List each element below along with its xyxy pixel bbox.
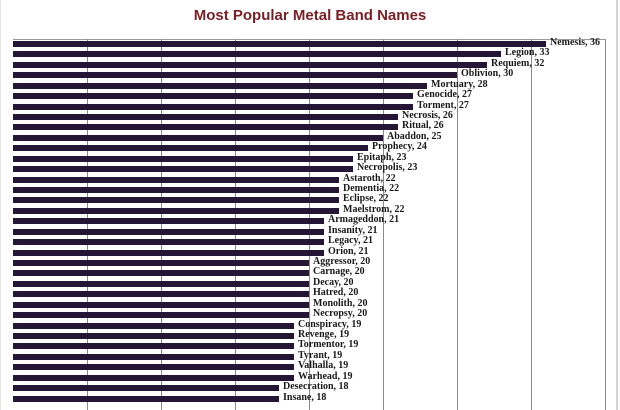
data-label: Orion, 21 [328, 245, 369, 257]
bar [13, 228, 324, 235]
bar [13, 187, 339, 194]
bar [13, 41, 546, 47]
data-label: Legacy, 21 [328, 235, 373, 247]
bar [13, 114, 398, 120]
data-label: Desecration, 18 [283, 381, 349, 393]
bar [13, 280, 309, 287]
data-label: Mortuary, 28 [431, 78, 488, 90]
bar [13, 155, 353, 162]
bar [13, 322, 294, 329]
data-label: Necrosis, 26 [402, 110, 453, 121]
plot-area: Nemesis, 36 Legion, 33 Requiem, 32 Oblivion… [13, 37, 606, 410]
bar [13, 218, 324, 225]
data-label: Valhalla, 19 [298, 360, 349, 372]
data-label: Astaroth, 22 [343, 172, 396, 184]
data-label: Decay, 20 [313, 276, 354, 288]
bar [13, 93, 413, 100]
data-label: Maelstrom, 22 [343, 203, 405, 215]
bar [13, 103, 413, 110]
bar [13, 72, 457, 79]
data-label: Tyrant, 19 [298, 349, 343, 361]
gridline [235, 39, 236, 410]
data-label: Epitaph, 23 [357, 151, 407, 163]
data-label: Genocide, 27 [417, 89, 472, 101]
bar [13, 207, 339, 214]
gridline [457, 39, 458, 410]
chart-title: Most Popular Metal Band Names [193, 7, 427, 24]
data-label: Prophecy, 24 [372, 141, 427, 153]
data-label: Necropolis, 23 [357, 162, 418, 174]
bar [13, 82, 427, 89]
gridline [605, 39, 606, 410]
gridline [161, 39, 162, 410]
data-label: Carnage, 20 [313, 266, 365, 278]
bar [13, 249, 324, 256]
data-label: Requiem, 32 [491, 57, 545, 69]
gridline [87, 39, 88, 410]
data-label: Revenge, 19 [298, 329, 350, 341]
bar [13, 260, 309, 267]
data-label: Torment, 27 [417, 99, 469, 111]
bar [13, 134, 383, 141]
gridline [383, 39, 384, 410]
data-label: Abaddon, 25 [387, 130, 442, 142]
bar [13, 176, 339, 183]
bar [13, 395, 279, 402]
data-label: Dementia, 22 [343, 183, 400, 195]
bar [13, 353, 294, 360]
data-label: Necropsy, 20 [313, 308, 368, 320]
gridline [309, 39, 310, 410]
data-label: Warhead, 19 [298, 370, 353, 382]
bar [13, 51, 501, 58]
data-label: Conspiracy, 19 [298, 318, 362, 330]
bar [13, 364, 294, 371]
bar [13, 374, 294, 381]
bar [13, 343, 294, 350]
data-label: Nemesis, 36 [550, 37, 600, 48]
bar [13, 291, 309, 298]
bar [13, 145, 368, 152]
bar [13, 270, 309, 277]
data-label: Tormentor, 19 [298, 339, 359, 351]
bar [13, 312, 309, 319]
data-label: Ritual, 26 [402, 120, 444, 132]
bar [13, 333, 294, 340]
bar [13, 124, 398, 131]
bar [13, 61, 487, 68]
bar [13, 166, 353, 173]
data-label: Eclipse, 22 [343, 193, 389, 205]
data-label: Oblivion, 30 [461, 68, 514, 80]
data-label: Monolith, 20 [313, 297, 368, 309]
data-label: Armageddon, 21 [328, 214, 400, 226]
gridline [531, 39, 532, 410]
data-label: Legion, 33 [505, 47, 550, 59]
bar [13, 197, 339, 204]
data-label: Insanity, 21 [328, 224, 378, 236]
bar [13, 301, 309, 308]
data-label: Hatred, 20 [313, 287, 359, 299]
data-label: Aggressor, 20 [313, 256, 371, 268]
bar [13, 239, 324, 246]
data-label: Insane, 18 [283, 391, 327, 403]
bar [13, 385, 279, 392]
